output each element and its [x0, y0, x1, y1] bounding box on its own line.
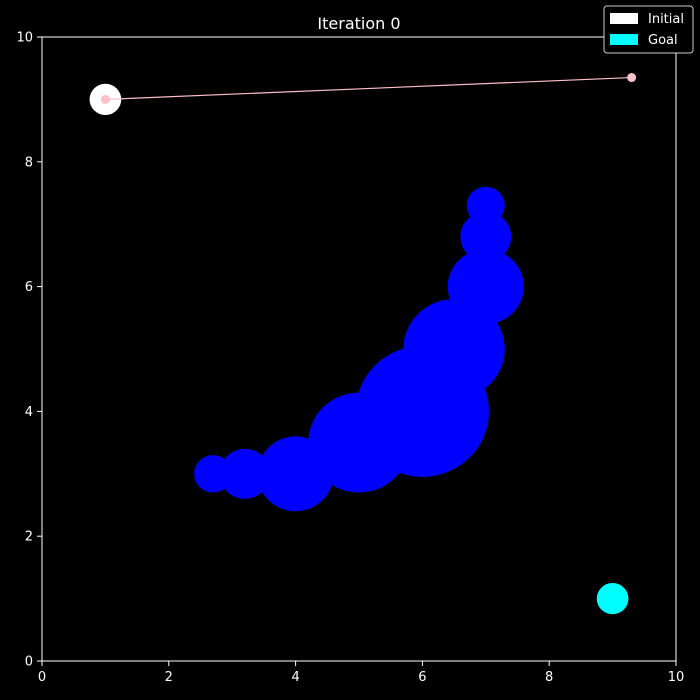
obstacle-circle-5 [403, 299, 505, 399]
y-tick-label-3: 6 [25, 280, 33, 295]
y-tick-label-1: 2 [25, 530, 33, 545]
x-tick-label-2: 4 [291, 670, 299, 685]
x-tick-label-0: 0 [38, 670, 46, 685]
legend-swatch-goal [610, 34, 638, 45]
x-tick-label-4: 8 [545, 670, 553, 685]
obstacle-circle-8 [466, 186, 505, 225]
plot-area [42, 37, 676, 661]
obstacle-circle-1 [219, 448, 271, 499]
path-layer [100, 73, 637, 104]
x-axis-ticks: 0 2 4 6 8 10 [38, 661, 684, 685]
y-axis-ticks: 0 2 4 6 8 10 [16, 31, 42, 670]
obstacle-circle-6 [447, 249, 524, 325]
legend-swatch-initial [610, 13, 638, 24]
y-tick-label-5: 10 [16, 31, 33, 46]
legend: Initial Goal [603, 5, 694, 54]
y-tick-label-0: 0 [25, 655, 33, 670]
legend-label-goal: Goal [648, 33, 678, 48]
x-tick-label-5: 10 [668, 670, 685, 685]
y-tick-label-4: 8 [25, 155, 33, 170]
y-tick-label-2: 4 [25, 405, 33, 420]
obstacles [194, 186, 524, 512]
goal-marker [596, 583, 629, 615]
plot-frame [41, 36, 677, 662]
x-tick-label-3: 6 [418, 670, 426, 685]
obstacle-circle-7 [460, 211, 512, 262]
legend-label-initial: Initial [648, 12, 684, 27]
chart-title: Iteration 0 [317, 14, 400, 33]
path-node-1 [627, 73, 637, 83]
path-line [105, 76, 632, 100]
path-node-0 [100, 94, 110, 104]
x-tick-label-1: 2 [165, 670, 173, 685]
